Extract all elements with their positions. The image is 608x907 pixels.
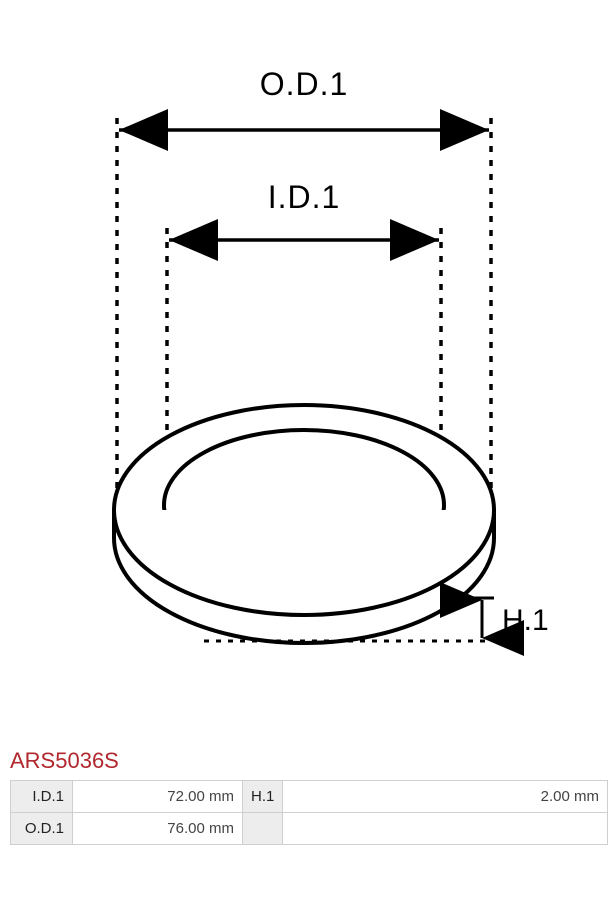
spec-value: 72.00 mm [73, 781, 243, 813]
spec-label [243, 813, 283, 845]
product-code: ARS5036S [10, 748, 608, 774]
table-row: I.D.1 72.00 mm H.1 2.00 mm [11, 781, 608, 813]
page: O.D.1 I.D.1 [0, 0, 608, 845]
specs-table: I.D.1 72.00 mm H.1 2.00 mm O.D.1 76.00 m… [10, 780, 608, 845]
table-row: O.D.1 76.00 mm [11, 813, 608, 845]
spec-label: O.D.1 [11, 813, 73, 845]
h-label: H.1 [502, 604, 549, 637]
ring-outer-bottom [114, 510, 494, 643]
spec-value: 76.00 mm [73, 813, 243, 845]
ring-diagram-svg: O.D.1 I.D.1 [54, 40, 554, 700]
spec-label: H.1 [243, 781, 283, 813]
od-label: O.D.1 [260, 66, 349, 102]
spec-label: I.D.1 [11, 781, 73, 813]
id-label: I.D.1 [268, 179, 341, 215]
technical-diagram: O.D.1 I.D.1 [0, 0, 608, 740]
spec-value [283, 813, 608, 845]
spec-value: 2.00 mm [283, 781, 608, 813]
